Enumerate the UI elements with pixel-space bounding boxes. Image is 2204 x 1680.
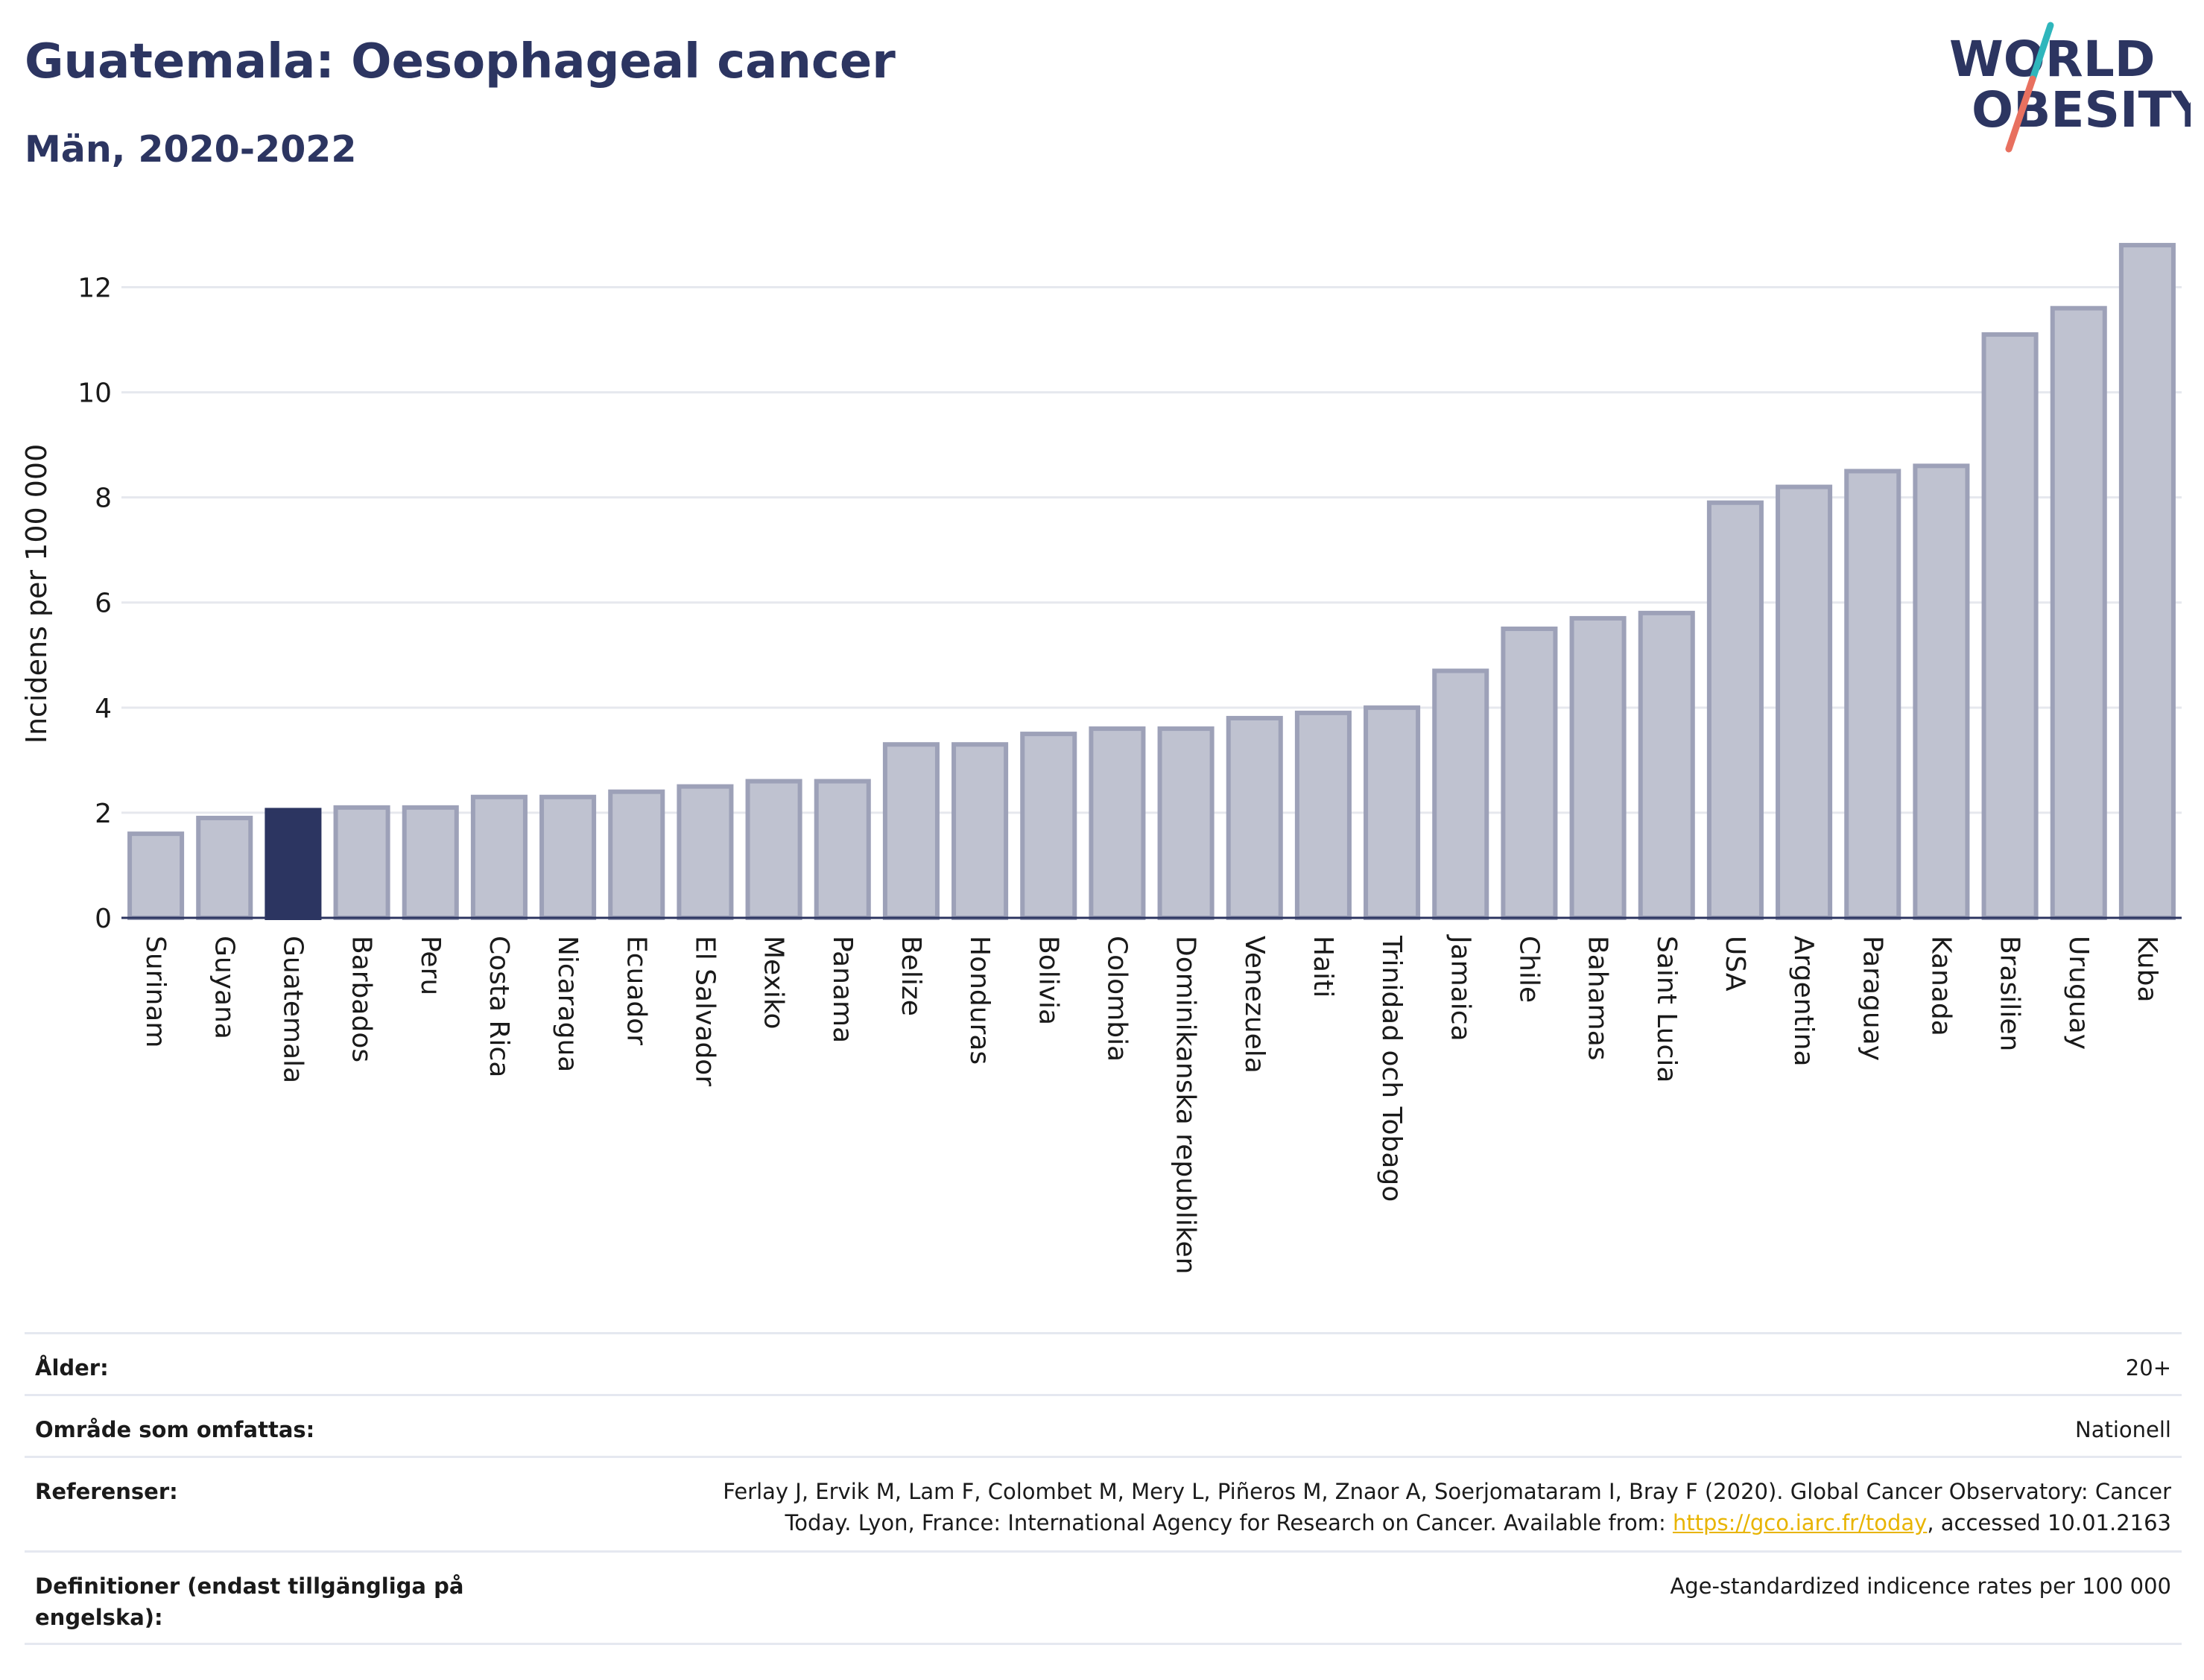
x-tick-label: Kuba	[2132, 936, 2162, 1003]
references-accessed: , accessed 10.01.2163	[1927, 1510, 2171, 1535]
x-tick-label: Belize	[896, 936, 926, 1016]
logo-text-world: WORLD	[1949, 31, 2156, 88]
bar-trinidad-och-tobago	[1364, 705, 1421, 920]
bar-nicaragua	[539, 794, 597, 921]
chart-subtitle: Män, 2020-2022	[25, 128, 357, 171]
x-tick-label: Bolivia	[1033, 936, 1063, 1025]
x-tick-label: Uruguay	[2063, 936, 2094, 1050]
x-tick-label: Haiti	[1308, 936, 1338, 998]
x-tick-label: Argentina	[1788, 936, 1819, 1067]
bar-chile	[1501, 627, 1558, 920]
y-tick-label: 8	[95, 484, 112, 514]
area-value: Nationell	[2075, 1417, 2171, 1442]
x-tick-label: Chile	[1513, 936, 1544, 1003]
y-tick-label: 0	[95, 904, 112, 934]
bar-saint-lucia	[1638, 610, 1695, 920]
y-tick-label: 10	[77, 378, 112, 409]
bar-ecuador	[608, 789, 665, 920]
bar-costa-rica	[470, 794, 528, 921]
bar-paraguay	[1844, 469, 1901, 920]
bar-usa	[1706, 500, 1764, 920]
references-text-line1: Ferlay J, Ervik M, Lam F, Colombet M, Me…	[723, 1479, 2171, 1504]
x-tick-label: Bahamas	[1583, 936, 1613, 1061]
bar-el-salvador	[677, 784, 734, 921]
chart-title: Guatemala: Oesophageal cancer	[25, 34, 896, 89]
gridlines	[121, 285, 2182, 814]
bar-bahamas	[1569, 615, 1627, 920]
bar-barbados	[333, 805, 390, 921]
x-tick-label: Ecuador	[621, 936, 651, 1045]
bar-panama	[814, 779, 871, 920]
metadata-table: Ålder: 20+ Område som omfattas: Nationel…	[25, 1332, 2182, 1645]
bar-haiti	[1294, 710, 1352, 920]
age-label: Ålder:	[35, 1355, 109, 1381]
bar-colombia	[1089, 726, 1146, 920]
x-tick-label: Brasilien	[1995, 936, 2025, 1051]
x-tick-label: Nicaragua	[552, 936, 583, 1072]
logo-slash-icon-top	[2029, 22, 2054, 83]
x-tick-label: Mexiko	[759, 936, 789, 1029]
references-text-line2: Today. Lyon, France: International Agenc…	[785, 1510, 1673, 1535]
x-tick-label: Paraguay	[1857, 936, 1887, 1061]
x-tick-label: Colombia	[1101, 936, 1132, 1062]
bars	[127, 243, 2176, 921]
y-tick-label: 12	[77, 273, 112, 303]
y-axis-ticks: 0 2 4 6 8 10 12	[77, 273, 112, 934]
definitions-value: Age-standardized indicence rates per 100…	[1670, 1573, 2171, 1599]
x-tick-label: Guatemala	[277, 936, 308, 1083]
bar-chart: 0 2 4 6 8 10 12 Surinam Guyana Guatemala Barbados…	[20, 243, 2182, 1274]
meta-row-age: Ålder: 20+	[25, 1332, 2182, 1394]
x-tick-label: Panama	[827, 936, 858, 1043]
bar-uruguay	[2050, 305, 2107, 920]
x-axis-ticks: Surinam Guyana Guatemala Barbados Peru Costa …	[140, 934, 2162, 1274]
x-tick-label: Honduras	[964, 936, 995, 1065]
x-tick-label: Venezuela	[1239, 936, 1270, 1074]
bar-venezuela	[1226, 715, 1283, 920]
world-obesity-logo: WORLD OBESITY	[1949, 22, 2191, 153]
bar-kuba	[2118, 243, 2176, 920]
bar-belize	[882, 742, 940, 920]
y-tick-label: 2	[95, 799, 112, 829]
definitions-label: Definitioner (endast tillgängliga på eng…	[35, 1573, 464, 1630]
bar-brasilien	[1981, 332, 2039, 920]
bar-kanada	[1913, 463, 1970, 920]
y-tick-label: 4	[95, 694, 112, 724]
x-tick-label: Saint Lucia	[1651, 936, 1682, 1083]
y-axis-label: Incidens per 100 000	[20, 444, 53, 744]
meta-row-definitions: Definitioner (endast tillgängliga på eng…	[25, 1550, 2182, 1645]
bar-jamaica	[1432, 668, 1489, 920]
bar-guyana	[196, 815, 253, 920]
x-tick-label: Trinidad och Tobago	[1376, 935, 1407, 1202]
x-tick-label: Guyana	[209, 936, 239, 1039]
bar-peru	[402, 805, 459, 921]
references-link[interactable]: https://gco.iarc.fr/today	[1672, 1510, 1928, 1535]
bar-mexiko	[745, 779, 802, 920]
area-label: Område som omfattas:	[35, 1417, 315, 1442]
logo-text-obesity: OBESITY	[1972, 81, 2191, 139]
references-value: Ferlay J, Ervik M, Lam F, Colombet M, Me…	[723, 1476, 2171, 1538]
bar-dominikanska-republiken	[1157, 726, 1215, 920]
x-tick-label: Peru	[415, 936, 446, 995]
logo-slash-icon-bottom	[2005, 75, 2036, 153]
meta-row-area: Område som omfattas: Nationell	[25, 1394, 2182, 1456]
x-tick-label: Dominikanska republiken	[1171, 936, 1201, 1274]
x-tick-label: Surinam	[140, 936, 171, 1047]
references-label: Referenser:	[35, 1479, 178, 1504]
bar-honduras	[951, 742, 1009, 920]
bar-guatemala	[265, 808, 322, 920]
meta-row-references: Referenser: Ferlay J, Ervik M, Lam F, Co…	[25, 1456, 2182, 1550]
x-tick-label: USA	[1720, 936, 1750, 992]
y-tick-label: 6	[95, 589, 112, 619]
x-tick-label: Barbados	[346, 936, 377, 1062]
x-tick-label: Jamaica	[1445, 934, 1475, 1042]
age-value: 20+	[2125, 1355, 2171, 1381]
x-tick-label: Costa Rica	[484, 936, 514, 1077]
x-tick-label: Kanada	[1925, 936, 1956, 1036]
x-tick-label: El Salvador	[689, 936, 720, 1086]
bar-surinam	[127, 831, 185, 921]
bar-argentina	[1776, 484, 1833, 920]
bar-bolivia	[1020, 732, 1077, 920]
